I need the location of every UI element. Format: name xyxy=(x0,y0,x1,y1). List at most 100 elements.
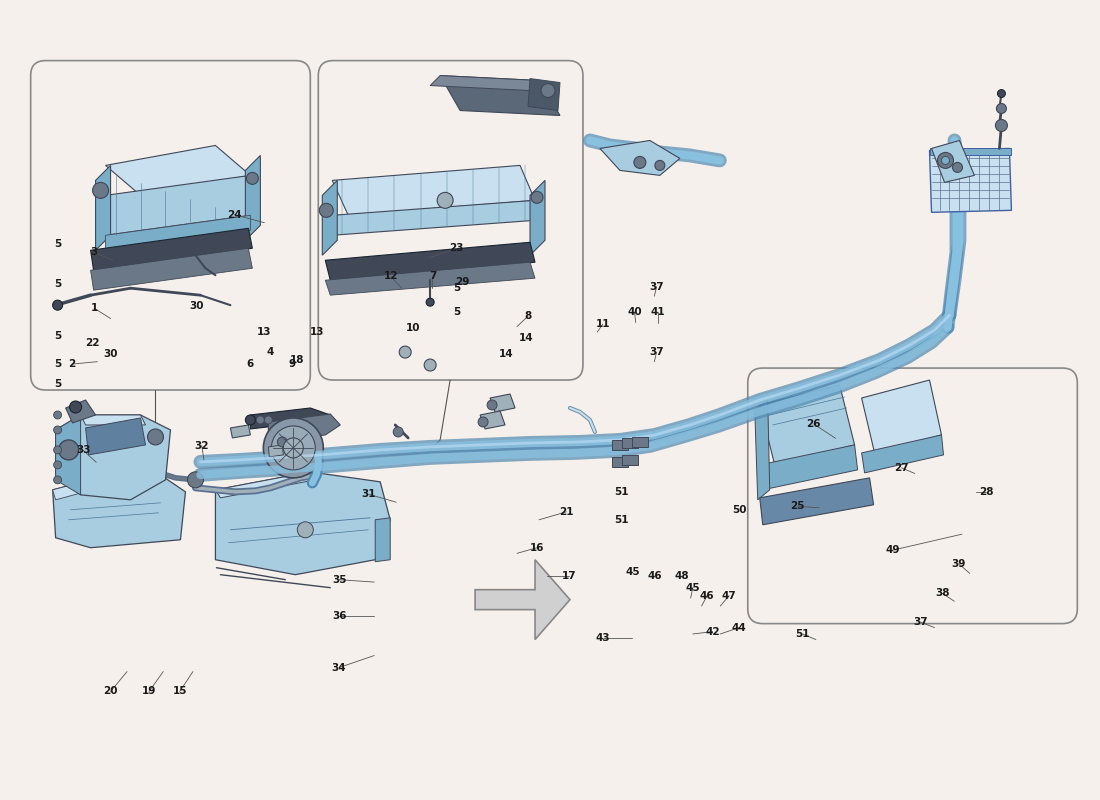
Circle shape xyxy=(541,83,556,98)
Circle shape xyxy=(478,417,488,427)
Polygon shape xyxy=(86,418,145,455)
Polygon shape xyxy=(326,242,535,280)
Circle shape xyxy=(187,472,204,488)
Text: 35: 35 xyxy=(332,574,346,585)
Polygon shape xyxy=(66,400,96,423)
Polygon shape xyxy=(56,415,170,500)
Polygon shape xyxy=(612,457,628,467)
Text: 49: 49 xyxy=(886,545,900,555)
Circle shape xyxy=(54,411,62,419)
Circle shape xyxy=(998,90,1005,98)
Text: 46: 46 xyxy=(700,590,714,601)
Circle shape xyxy=(297,522,313,538)
Polygon shape xyxy=(755,400,770,500)
Polygon shape xyxy=(90,228,252,270)
Text: 38: 38 xyxy=(935,588,949,598)
Circle shape xyxy=(92,182,109,198)
Polygon shape xyxy=(612,440,628,450)
Text: 51: 51 xyxy=(795,629,810,639)
Polygon shape xyxy=(106,215,251,250)
Text: 3: 3 xyxy=(90,247,98,258)
Text: 33: 33 xyxy=(76,446,90,455)
Polygon shape xyxy=(930,149,1011,212)
Polygon shape xyxy=(80,415,145,425)
Circle shape xyxy=(54,476,62,484)
Circle shape xyxy=(942,157,949,165)
Circle shape xyxy=(246,172,258,184)
Polygon shape xyxy=(216,472,390,574)
Text: 23: 23 xyxy=(450,243,464,254)
Text: 6: 6 xyxy=(246,359,254,369)
Polygon shape xyxy=(760,478,873,525)
Polygon shape xyxy=(268,414,340,442)
Circle shape xyxy=(264,416,273,424)
Polygon shape xyxy=(90,248,252,290)
Text: 31: 31 xyxy=(362,490,376,499)
Circle shape xyxy=(319,203,333,218)
Text: 50: 50 xyxy=(732,506,746,515)
Text: 27: 27 xyxy=(894,463,909,473)
Text: 29: 29 xyxy=(455,277,470,287)
Text: 5: 5 xyxy=(54,239,62,250)
Text: 14: 14 xyxy=(518,333,534,342)
Circle shape xyxy=(69,401,81,413)
Circle shape xyxy=(54,426,62,434)
Text: 15: 15 xyxy=(173,686,187,697)
Circle shape xyxy=(953,162,962,172)
Text: 37: 37 xyxy=(649,347,664,357)
Text: 26: 26 xyxy=(806,419,821,429)
Circle shape xyxy=(54,446,62,454)
Circle shape xyxy=(245,415,255,425)
Text: 5: 5 xyxy=(54,359,62,369)
Circle shape xyxy=(426,298,434,306)
Polygon shape xyxy=(326,262,535,295)
Circle shape xyxy=(437,192,453,208)
Text: 19: 19 xyxy=(142,686,156,697)
Text: 14: 14 xyxy=(498,349,514,358)
Polygon shape xyxy=(96,166,111,250)
Circle shape xyxy=(54,461,62,469)
Text: 36: 36 xyxy=(332,610,346,621)
Text: 24: 24 xyxy=(228,210,242,220)
Polygon shape xyxy=(491,394,515,412)
Polygon shape xyxy=(216,472,316,498)
Polygon shape xyxy=(528,78,560,110)
Text: 45: 45 xyxy=(625,566,640,577)
Circle shape xyxy=(531,191,543,203)
Text: 5: 5 xyxy=(453,283,460,293)
Text: 17: 17 xyxy=(561,570,576,581)
Text: 28: 28 xyxy=(979,487,993,497)
Text: 44: 44 xyxy=(732,622,746,633)
Text: 13: 13 xyxy=(310,327,324,337)
Polygon shape xyxy=(475,560,570,639)
Text: 5: 5 xyxy=(453,307,460,317)
Circle shape xyxy=(256,416,264,424)
Text: 34: 34 xyxy=(332,662,346,673)
Text: 48: 48 xyxy=(674,570,689,581)
Polygon shape xyxy=(106,146,251,195)
Polygon shape xyxy=(268,445,284,457)
Polygon shape xyxy=(631,437,648,447)
Circle shape xyxy=(393,427,404,437)
Text: 16: 16 xyxy=(529,542,544,553)
Text: 30: 30 xyxy=(103,350,118,359)
Circle shape xyxy=(937,153,954,169)
Polygon shape xyxy=(245,155,261,240)
Polygon shape xyxy=(440,75,560,115)
Polygon shape xyxy=(861,380,942,453)
Text: 41: 41 xyxy=(650,307,666,317)
Polygon shape xyxy=(53,475,186,548)
Text: 5: 5 xyxy=(54,331,62,341)
Text: 5: 5 xyxy=(54,379,62,389)
Text: 37: 37 xyxy=(913,617,927,627)
Text: 4: 4 xyxy=(266,347,274,357)
Text: 8: 8 xyxy=(525,311,531,321)
Polygon shape xyxy=(621,455,638,465)
Polygon shape xyxy=(53,480,92,500)
Circle shape xyxy=(996,119,1008,131)
Text: 2: 2 xyxy=(68,359,76,369)
Text: 46: 46 xyxy=(647,570,662,581)
Circle shape xyxy=(284,438,304,458)
Text: 42: 42 xyxy=(705,626,719,637)
Circle shape xyxy=(399,346,411,358)
